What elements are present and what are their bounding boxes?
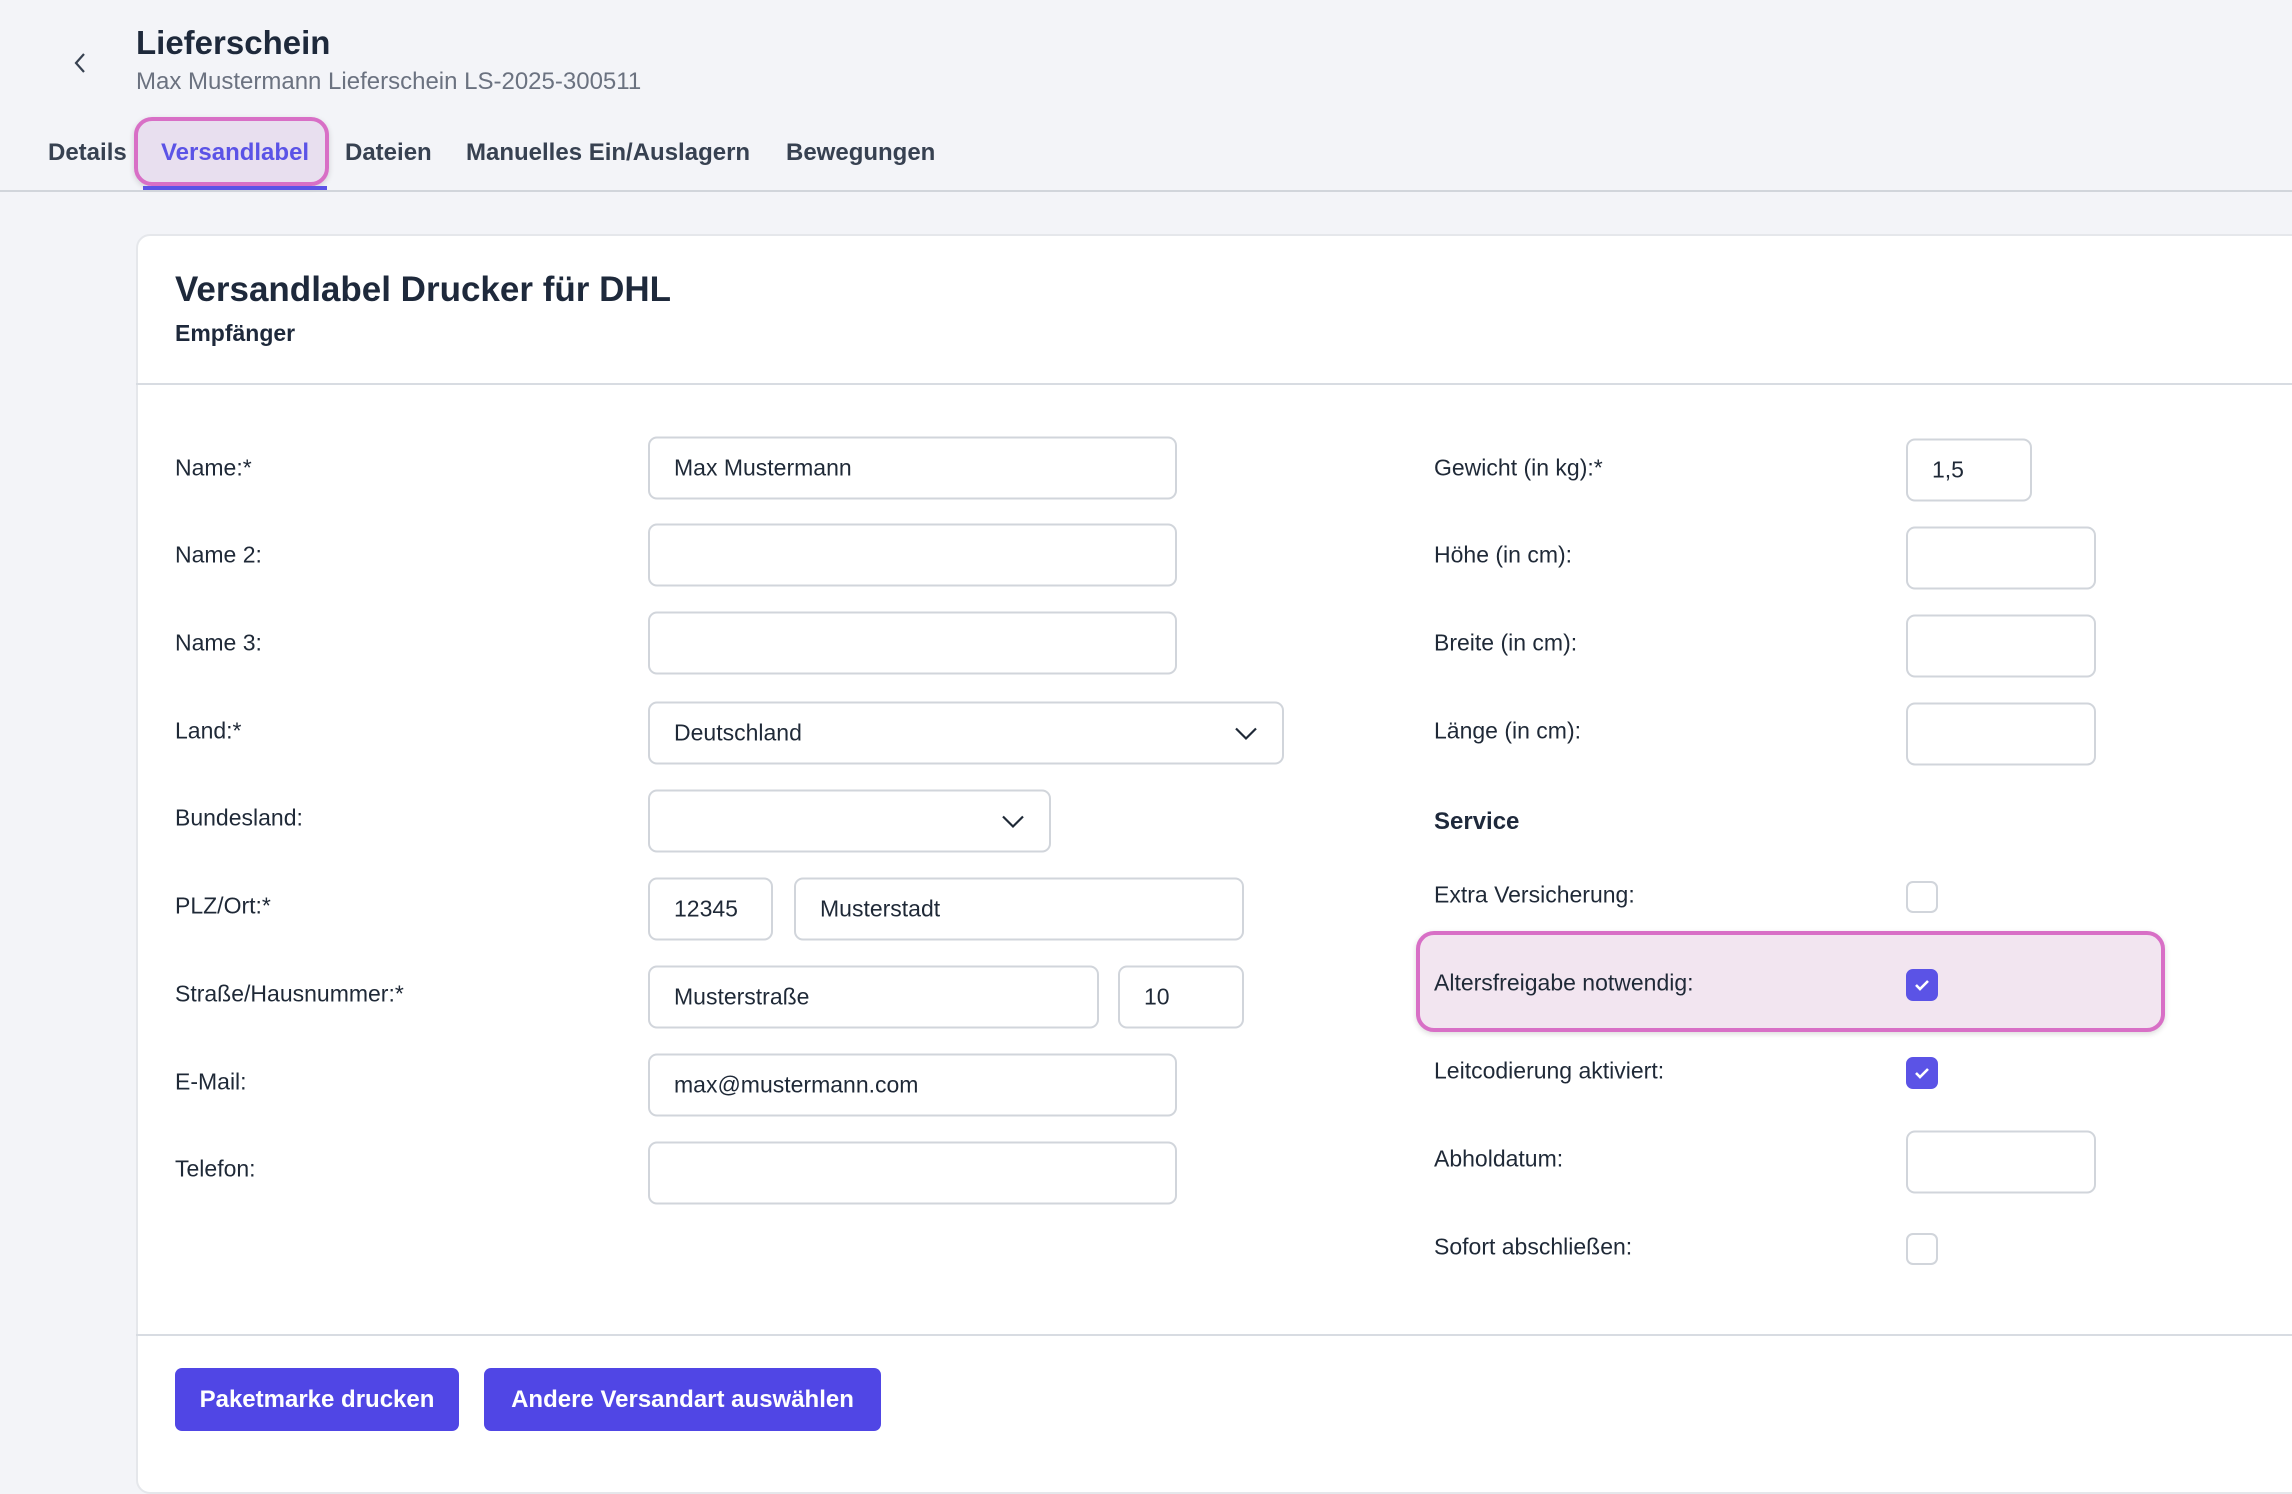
back-button[interactable] bbox=[64, 46, 96, 80]
country-label: Land:* bbox=[175, 717, 242, 744]
tab-details[interactable]: Details bbox=[48, 139, 127, 166]
tab-highlight bbox=[134, 117, 329, 186]
tab-divider bbox=[0, 190, 2292, 192]
tab-bewegungen[interactable]: Bewegungen bbox=[786, 139, 936, 166]
chevron-down-icon bbox=[1002, 815, 1024, 828]
name-label: Name:* bbox=[175, 454, 252, 481]
card-subtitle: Empfänger bbox=[175, 320, 296, 346]
zip-input[interactable]: 12345 bbox=[648, 877, 773, 941]
header-divider bbox=[136, 383, 2292, 385]
phone-input[interactable] bbox=[648, 1141, 1177, 1205]
state-label: Bundesland: bbox=[175, 804, 303, 831]
zip-city-label: PLZ/Ort:* bbox=[175, 892, 271, 919]
extra-insurance-label: Extra Versicherung: bbox=[1434, 881, 1635, 908]
name3-input[interactable] bbox=[648, 611, 1177, 675]
length-label: Länge (in cm): bbox=[1434, 717, 1582, 744]
street-label: Straße/Hausnummer:* bbox=[175, 980, 404, 1007]
width-label: Breite (in cm): bbox=[1434, 629, 1578, 656]
chevron-left-icon bbox=[74, 53, 85, 73]
tab-dateien[interactable]: Dateien bbox=[345, 139, 432, 166]
tab-versandlabel[interactable]: Versandlabel bbox=[161, 139, 310, 166]
country-select[interactable]: Deutschland bbox=[648, 701, 1284, 765]
name-input[interactable]: Max Mustermann bbox=[648, 436, 1177, 500]
routing-code-label: Leitcodierung aktiviert: bbox=[1434, 1057, 1665, 1084]
extra-insurance-checkbox[interactable] bbox=[1906, 881, 1938, 913]
other-shipping-method-button[interactable]: Andere Versandart auswählen bbox=[484, 1368, 881, 1431]
state-select[interactable] bbox=[648, 789, 1051, 853]
length-input[interactable] bbox=[1906, 702, 2096, 766]
age-check-highlight bbox=[1416, 931, 2165, 1032]
active-tab-indicator bbox=[143, 186, 327, 190]
footer-divider bbox=[136, 1334, 2292, 1336]
pickup-date-label: Abholdatum: bbox=[1434, 1145, 1564, 1172]
close-immediately-label: Sofort abschließen: bbox=[1434, 1233, 1633, 1260]
street-input[interactable]: Musterstraße bbox=[648, 965, 1099, 1029]
close-immediately-checkbox[interactable] bbox=[1906, 1233, 1938, 1265]
name2-label: Name 2: bbox=[175, 541, 262, 568]
shipping-label-card bbox=[136, 234, 2292, 1494]
country-value: Deutschland bbox=[674, 719, 802, 746]
phone-label: Telefon: bbox=[175, 1155, 256, 1182]
height-input[interactable] bbox=[1906, 526, 2096, 590]
check-icon bbox=[1915, 1068, 1929, 1079]
email-input[interactable]: max@mustermann.com bbox=[648, 1053, 1177, 1117]
routing-code-checkbox[interactable] bbox=[1906, 1057, 1938, 1089]
name3-label: Name 3: bbox=[175, 629, 262, 656]
service-heading: Service bbox=[1434, 808, 1520, 835]
width-input[interactable] bbox=[1906, 614, 2096, 678]
age-check-checkbox[interactable] bbox=[1906, 969, 1938, 1001]
page-title: Lieferschein bbox=[136, 24, 331, 61]
weight-input[interactable]: 1,5 bbox=[1906, 438, 2032, 502]
weight-label: Gewicht (in kg):* bbox=[1434, 454, 1603, 481]
house-number-input[interactable]: 10 bbox=[1118, 965, 1244, 1029]
check-icon bbox=[1915, 980, 1929, 991]
name2-input[interactable] bbox=[648, 523, 1177, 587]
email-label: E-Mail: bbox=[175, 1068, 247, 1095]
age-check-label: Altersfreigabe notwendig: bbox=[1434, 969, 1694, 996]
height-label: Höhe (in cm): bbox=[1434, 541, 1573, 568]
city-input[interactable]: Musterstadt bbox=[794, 877, 1244, 941]
chevron-down-icon bbox=[1235, 727, 1257, 740]
print-label-button[interactable]: Paketmarke drucken bbox=[175, 1368, 459, 1431]
tab-manuelles-ein-auslagern[interactable]: Manuelles Ein/Auslagern bbox=[466, 139, 751, 166]
pickup-date-input[interactable] bbox=[1906, 1130, 2096, 1194]
page-subtitle: Max Mustermann Lieferschein LS-2025-3005… bbox=[136, 68, 642, 95]
card-title: Versandlabel Drucker für DHL bbox=[175, 270, 671, 309]
